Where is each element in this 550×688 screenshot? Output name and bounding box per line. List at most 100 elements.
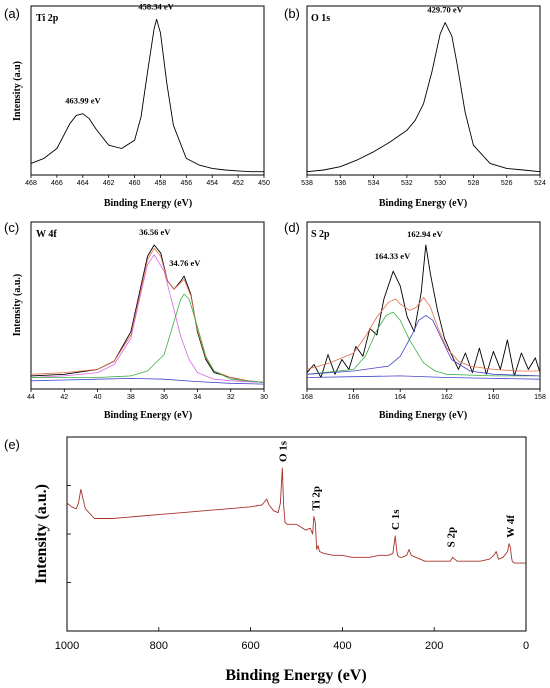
x-tick-label: 40 xyxy=(94,394,102,401)
x-tick-label: 0 xyxy=(523,640,529,652)
x-tick-label: 528 xyxy=(468,180,480,187)
series-line xyxy=(306,297,540,372)
x-tick-label: 460 xyxy=(129,180,141,187)
annotations: O 1s Ti 2p C 1s S 2p W 4f xyxy=(277,440,517,547)
plot-frame xyxy=(306,5,541,176)
x-tick-label: 32 xyxy=(227,394,235,401)
x-tick-label: 538 xyxy=(301,180,313,187)
x-tick-label: 158 xyxy=(534,394,546,401)
panel-e: (e) 1000 800 600 400 200 0 O 1s Ti 2p C 1s S 2p W… xyxy=(4,436,529,684)
peak-label: S 2p xyxy=(445,527,457,548)
peak-label: 36.56 eV xyxy=(139,227,171,237)
annotations: 36.56 eV 34.76 eV xyxy=(139,227,201,268)
x-axis-label: Binding Energy (eV) xyxy=(225,667,366,684)
x-tick-label: 162 xyxy=(441,394,453,401)
x-tick-label: 36 xyxy=(160,394,168,401)
x-tick-label: 34 xyxy=(194,394,202,401)
x-tick-label: 468 xyxy=(25,180,37,187)
x-axis-label: Binding Energy (eV) xyxy=(379,410,467,421)
peak-label: O 1s xyxy=(277,440,289,462)
panel-label: (e) xyxy=(4,437,20,452)
x-tick-label: 456 xyxy=(180,180,192,187)
panel-d: (d) S 2p 168 166 164 162 160 158 164.33 eV 162… xyxy=(284,220,546,421)
y-axis-label: Intensity (a.u.) xyxy=(12,274,23,337)
x-tick-label: 458 xyxy=(155,180,167,187)
panel-b: (b) O 1s 538 536 534 532 530 528 526 524 429.70… xyxy=(284,5,546,209)
panel-label: (a) xyxy=(4,6,20,21)
x-tick-label: 524 xyxy=(534,180,546,187)
annotations: 164.33 eV 162.94 eV xyxy=(375,229,444,261)
series-group xyxy=(30,18,264,173)
peak-label: 162.94 eV xyxy=(407,229,443,239)
x-tick-label: 30 xyxy=(260,394,268,401)
x-tick-label: 200 xyxy=(425,640,443,652)
series-group xyxy=(30,244,265,385)
x-tick-label: 1000 xyxy=(55,640,79,652)
series-line xyxy=(31,293,265,383)
x-tick-label: 450 xyxy=(258,180,270,187)
panel-title: Ti 2p xyxy=(36,13,59,24)
x-axis-label: Binding Energy (eV) xyxy=(104,198,192,209)
x-tick-label: 532 xyxy=(401,180,413,187)
series-line xyxy=(66,467,526,564)
plot-frame xyxy=(30,221,265,390)
peak-label: 164.33 eV xyxy=(375,251,411,261)
x-tick-label: 600 xyxy=(241,640,259,652)
x-tick-label: 160 xyxy=(488,394,500,401)
series-line xyxy=(306,311,540,377)
annotations: 463.99 eV 458.34 eV xyxy=(65,1,174,105)
series-line xyxy=(30,254,265,383)
y-axis-label: Intensity (a.u.) xyxy=(33,484,50,584)
panel-c: (c) W 4f 44 42 40 38 36 34 32 30 36.56 eV 34.76 … xyxy=(4,220,268,421)
x-ticks: 44 42 40 38 36 34 32 30 xyxy=(27,389,268,401)
panel-label: (d) xyxy=(284,220,300,235)
series-line xyxy=(30,247,265,383)
panel-label: (c) xyxy=(4,220,19,235)
x-tick-label: 530 xyxy=(434,180,446,187)
series-line xyxy=(306,315,541,377)
x-tick-label: 42 xyxy=(60,394,68,401)
panel-label: (b) xyxy=(284,6,300,21)
x-ticks: 538 536 534 532 530 528 526 524 xyxy=(301,175,546,187)
x-tick-label: 526 xyxy=(501,180,513,187)
panel-a: (a) Ti 2p 468 466 464 462 460 458 456 454 452 450… xyxy=(4,1,270,209)
x-tick-label: 800 xyxy=(150,640,168,652)
x-tick-label: 452 xyxy=(232,180,244,187)
peak-label: C 1s xyxy=(390,509,402,530)
series-line xyxy=(306,375,541,380)
series-group xyxy=(306,22,541,173)
y-axis-label: Intensity (a.u) xyxy=(12,61,23,121)
plot-frame xyxy=(30,5,265,176)
series-line xyxy=(306,244,541,378)
x-tick-label: 166 xyxy=(348,394,360,401)
series-line xyxy=(30,378,265,385)
series-group xyxy=(306,244,541,380)
x-tick-label: 534 xyxy=(368,180,380,187)
x-tick-label: 466 xyxy=(51,180,63,187)
series-line xyxy=(306,22,541,173)
x-axis-label: Binding Energy (eV) xyxy=(379,198,467,209)
x-axis-label: Binding Energy (eV) xyxy=(104,410,192,421)
x-tick-label: 38 xyxy=(127,394,135,401)
peak-label: Ti 2p xyxy=(310,486,322,511)
annotations: 429.70 eV xyxy=(427,5,463,15)
x-ticks: 168 166 164 162 160 158 xyxy=(301,389,546,401)
peak-label: 463.99 eV xyxy=(65,96,101,106)
plot-frame xyxy=(306,221,541,390)
x-tick-label: 464 xyxy=(77,180,89,187)
x-tick-label: 462 xyxy=(103,180,115,187)
x-tick-label: 168 xyxy=(301,394,313,401)
x-tick-label: 454 xyxy=(206,180,218,187)
x-ticks: 468 466 464 462 460 458 456 454 452 450 xyxy=(25,175,270,187)
x-tick-label: 44 xyxy=(27,394,35,401)
panel-title: O 1s xyxy=(311,13,330,24)
peak-label: W 4f xyxy=(505,515,517,538)
peak-label: 458.34 eV xyxy=(138,1,174,11)
peak-label: 34.76 eV xyxy=(169,258,201,268)
peak-label: 429.70 eV xyxy=(427,5,463,15)
x-tick-label: 536 xyxy=(334,180,346,187)
panel-title: S 2p xyxy=(311,229,330,240)
x-tick-label: 400 xyxy=(333,640,351,652)
series-group xyxy=(66,467,526,564)
